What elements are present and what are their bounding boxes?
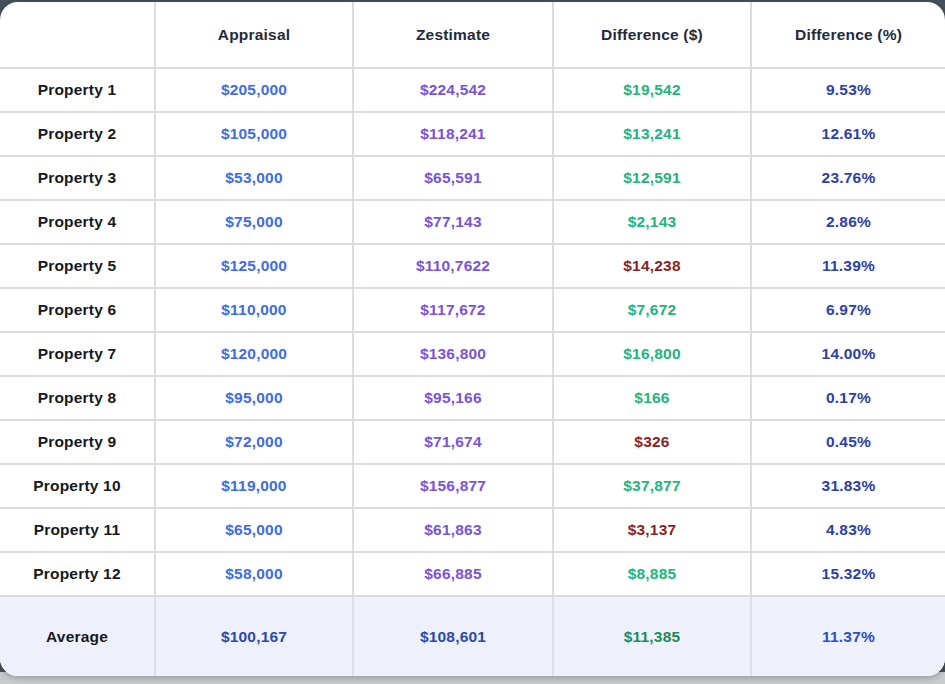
property-label: Property 8 xyxy=(0,376,155,420)
difference-value: $7,672 xyxy=(553,288,751,332)
zestimate-value: $110,7622 xyxy=(353,244,553,288)
average-row: Average $100,167 $108,601 $11,385 11.37% xyxy=(0,596,945,676)
page: Appraisal Zestimate Difference ($) Diffe… xyxy=(0,0,945,684)
difference-value: $326 xyxy=(553,420,751,464)
percent-value: 15.32% xyxy=(751,552,945,596)
average-difference-value: $11,385 xyxy=(553,596,751,676)
appraisal-value: $75,000 xyxy=(155,200,353,244)
appraisal-value: $120,000 xyxy=(155,332,353,376)
difference-value: $166 xyxy=(553,376,751,420)
table-row: Property 10 $119,000 $156,877 $37,877 31… xyxy=(0,464,945,508)
zestimate-value: $118,241 xyxy=(353,112,553,156)
zestimate-value: $77,143 xyxy=(353,200,553,244)
percent-value: 0.45% xyxy=(751,420,945,464)
zestimate-value: $136,800 xyxy=(353,332,553,376)
header-cell-difference-dollars: Difference ($) xyxy=(553,2,751,68)
difference-value: $37,877 xyxy=(553,464,751,508)
header-cell-zestimate: Zestimate xyxy=(353,2,553,68)
property-label: Property 12 xyxy=(0,552,155,596)
table-row: Property 8 $95,000 $95,166 $166 0.17% xyxy=(0,376,945,420)
percent-value: 6.97% xyxy=(751,288,945,332)
percent-value: 0.17% xyxy=(751,376,945,420)
zestimate-value: $156,877 xyxy=(353,464,553,508)
appraisal-value: $119,000 xyxy=(155,464,353,508)
zestimate-value: $65,591 xyxy=(353,156,553,200)
table-row: Property 7 $120,000 $136,800 $16,800 14.… xyxy=(0,332,945,376)
table-row: Property 4 $75,000 $77,143 $2,143 2.86% xyxy=(0,200,945,244)
table-row: Property 3 $53,000 $65,591 $12,591 23.76… xyxy=(0,156,945,200)
zestimate-value: $117,672 xyxy=(353,288,553,332)
property-label: Property 3 xyxy=(0,156,155,200)
percent-value: 14.00% xyxy=(751,332,945,376)
percent-value: 2.86% xyxy=(751,200,945,244)
difference-value: $16,800 xyxy=(553,332,751,376)
header-cell-blank xyxy=(0,2,155,68)
percent-value: 9.53% xyxy=(751,68,945,112)
property-label: Property 11 xyxy=(0,508,155,552)
property-label: Property 1 xyxy=(0,68,155,112)
percent-value: 23.76% xyxy=(751,156,945,200)
average-appraisal-value: $100,167 xyxy=(155,596,353,676)
average-percent-value: 11.37% xyxy=(751,596,945,676)
appraisal-value: $105,000 xyxy=(155,112,353,156)
difference-value: $19,542 xyxy=(553,68,751,112)
difference-value: $13,241 xyxy=(553,112,751,156)
property-label: Property 2 xyxy=(0,112,155,156)
appraisal-value: $95,000 xyxy=(155,376,353,420)
table-row: Property 2 $105,000 $118,241 $13,241 12.… xyxy=(0,112,945,156)
header-row: Appraisal Zestimate Difference ($) Diffe… xyxy=(0,2,945,68)
difference-value: $2,143 xyxy=(553,200,751,244)
difference-value: $12,591 xyxy=(553,156,751,200)
percent-value: 31.83% xyxy=(751,464,945,508)
zestimate-value: $224,542 xyxy=(353,68,553,112)
percent-value: 11.39% xyxy=(751,244,945,288)
property-label: Property 7 xyxy=(0,332,155,376)
table-row: Property 12 $58,000 $66,885 $8,885 15.32… xyxy=(0,552,945,596)
zestimate-value: $61,863 xyxy=(353,508,553,552)
difference-value: $3,137 xyxy=(553,508,751,552)
property-label: Property 4 xyxy=(0,200,155,244)
property-label: Property 9 xyxy=(0,420,155,464)
table-row: Property 1 $205,000 $224,542 $19,542 9.5… xyxy=(0,68,945,112)
zestimate-value: $66,885 xyxy=(353,552,553,596)
difference-value: $8,885 xyxy=(553,552,751,596)
appraisal-value: $65,000 xyxy=(155,508,353,552)
average-zestimate-value: $108,601 xyxy=(353,596,553,676)
zestimate-value: $95,166 xyxy=(353,376,553,420)
comparison-table: Appraisal Zestimate Difference ($) Diffe… xyxy=(0,2,945,676)
table-row: Property 6 $110,000 $117,672 $7,672 6.97… xyxy=(0,288,945,332)
difference-value: $14,238 xyxy=(553,244,751,288)
percent-value: 12.61% xyxy=(751,112,945,156)
percent-value: 4.83% xyxy=(751,508,945,552)
header-cell-appraisal: Appraisal xyxy=(155,2,353,68)
property-label: Property 10 xyxy=(0,464,155,508)
table-row: Property 11 $65,000 $61,863 $3,137 4.83% xyxy=(0,508,945,552)
appraisal-value: $58,000 xyxy=(155,552,353,596)
comparison-table-card: Appraisal Zestimate Difference ($) Diffe… xyxy=(0,2,945,676)
average-label: Average xyxy=(0,596,155,676)
property-label: Property 5 xyxy=(0,244,155,288)
appraisal-value: $205,000 xyxy=(155,68,353,112)
zestimate-value: $71,674 xyxy=(353,420,553,464)
table-row: Property 5 $125,000 $110,7622 $14,238 11… xyxy=(0,244,945,288)
appraisal-value: $125,000 xyxy=(155,244,353,288)
appraisal-value: $53,000 xyxy=(155,156,353,200)
property-label: Property 6 xyxy=(0,288,155,332)
appraisal-value: $110,000 xyxy=(155,288,353,332)
appraisal-value: $72,000 xyxy=(155,420,353,464)
table-body: Property 1 $205,000 $224,542 $19,542 9.5… xyxy=(0,68,945,596)
header-cell-difference-percent: Difference (%) xyxy=(751,2,945,68)
table-row: Property 9 $72,000 $71,674 $326 0.45% xyxy=(0,420,945,464)
